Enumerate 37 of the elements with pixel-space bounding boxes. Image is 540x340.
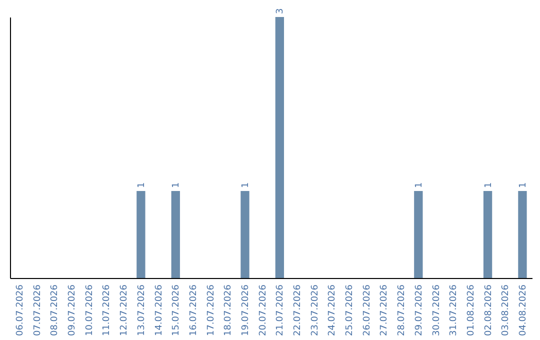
x-tick-label: 17.07.2026 bbox=[206, 284, 216, 336]
data-label: 1 bbox=[414, 182, 424, 188]
data-label: 1 bbox=[136, 182, 147, 188]
x-tick-label: 26.07.2026 bbox=[362, 284, 372, 336]
data-label: 1 bbox=[518, 182, 528, 188]
x-tick-label: 21.07.2026 bbox=[276, 284, 286, 336]
x-tick-label: 16.07.2026 bbox=[188, 284, 199, 336]
x-tick-label: 12.07.2026 bbox=[120, 284, 130, 336]
x-tick-label: 31.07.2026 bbox=[449, 284, 460, 336]
x-tick-label: 09.07.2026 bbox=[68, 284, 78, 336]
data-label: 1 bbox=[172, 182, 182, 188]
x-tick-label: 11.07.2026 bbox=[102, 284, 112, 336]
x-tick-label: 18.07.2026 bbox=[224, 284, 234, 336]
x-tick-label: 04.08.2026 bbox=[518, 284, 528, 336]
x-tick-label: 30.07.2026 bbox=[432, 284, 442, 336]
x-tick-label: 08.07.2026 bbox=[50, 284, 60, 336]
x-tick-label: 27.07.2026 bbox=[380, 284, 390, 336]
x-tick-label: 10.07.2026 bbox=[84, 284, 95, 336]
x-tick-label: 07.07.2026 bbox=[32, 284, 43, 336]
x-tick-label: 24.07.2026 bbox=[328, 284, 338, 336]
x-tick-label: 23.07.2026 bbox=[310, 284, 320, 336]
x-tick-label: 14.07.2026 bbox=[154, 284, 164, 336]
x-tick-label: 15.07.2026 bbox=[172, 284, 182, 336]
x-tick-label: 29.07.2026 bbox=[414, 284, 424, 336]
x-tick-label: 28.07.2026 bbox=[397, 284, 408, 336]
x-tick-label: 13.07.2026 bbox=[136, 284, 147, 336]
data-label: 1 bbox=[484, 182, 494, 188]
x-tick-label: 03.08.2026 bbox=[501, 284, 512, 336]
x-tick-label: 22.07.2026 bbox=[293, 284, 304, 336]
x-tick-label: 06.07.2026 bbox=[16, 284, 26, 336]
data-label: 1 bbox=[240, 182, 251, 188]
x-tick-label: 19.07.2026 bbox=[240, 284, 251, 336]
x-tick-label: 01.08.2026 bbox=[466, 284, 476, 336]
x-tick-label: 25.07.2026 bbox=[345, 284, 356, 336]
x-tick-label: 02.08.2026 bbox=[484, 284, 494, 336]
data-label: 3 bbox=[276, 8, 286, 14]
x-tick-label: 20.07.2026 bbox=[258, 284, 268, 336]
